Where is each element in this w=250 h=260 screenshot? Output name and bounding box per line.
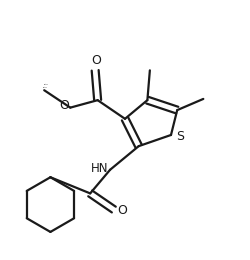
Text: methyl: methyl <box>44 84 49 85</box>
Text: HN: HN <box>90 162 108 175</box>
Text: methyl: methyl <box>43 87 48 88</box>
Text: O: O <box>92 54 101 67</box>
Text: O: O <box>59 99 69 112</box>
Text: O: O <box>117 204 127 217</box>
Text: S: S <box>176 131 184 144</box>
